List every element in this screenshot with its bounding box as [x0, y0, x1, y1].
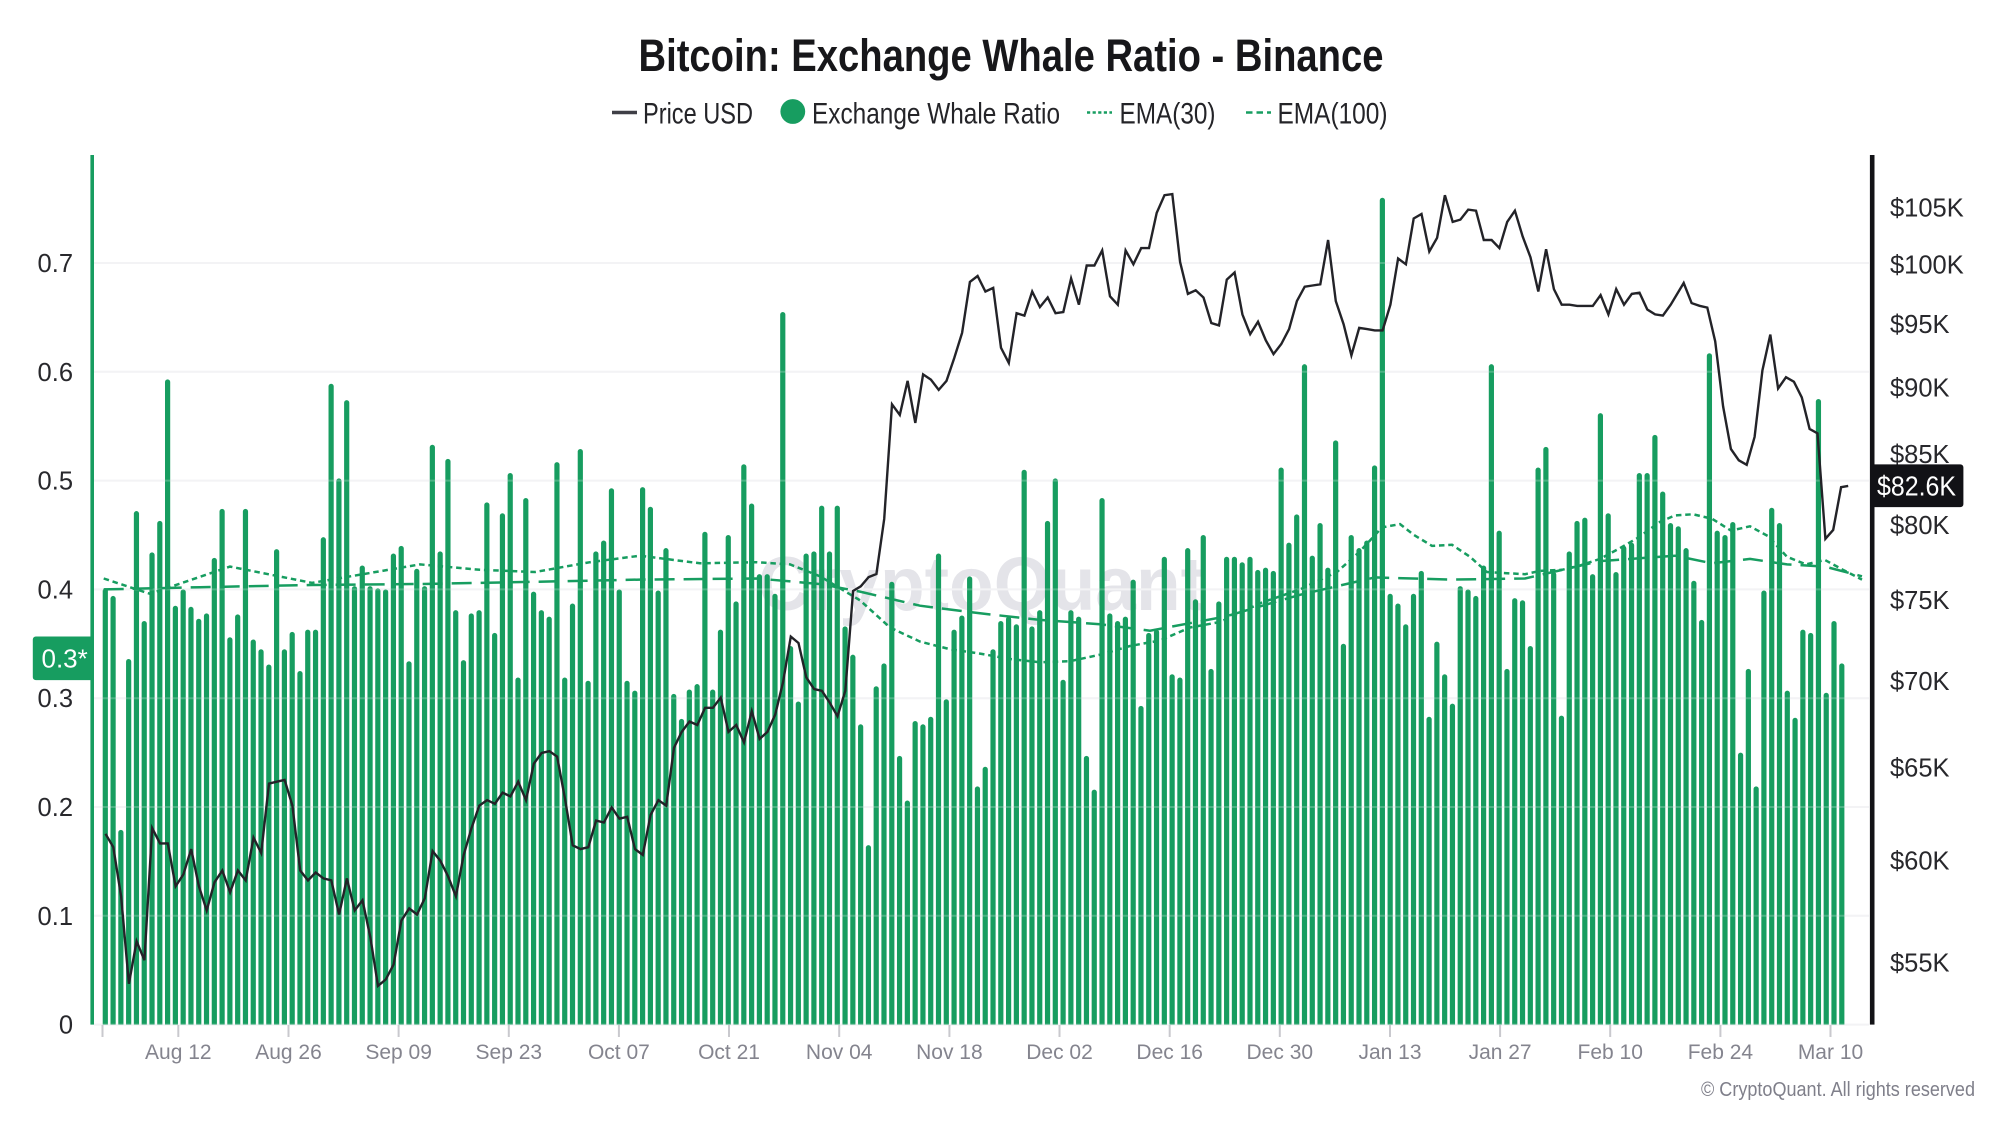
svg-text:Feb 10: Feb 10	[1578, 1041, 1643, 1064]
svg-text:0: 0	[59, 1012, 73, 1040]
svg-text:$95K: $95K	[1890, 311, 1950, 339]
svg-text:Price USD: Price USD	[643, 98, 753, 131]
svg-text:0.3: 0.3	[38, 685, 73, 713]
svg-text:Feb 24: Feb 24	[1688, 1041, 1754, 1064]
svg-text:$70K: $70K	[1890, 668, 1950, 696]
svg-text:Aug 26: Aug 26	[255, 1041, 322, 1064]
svg-text:$65K: $65K	[1890, 754, 1950, 782]
svg-text:Bitcoin: Exchange Whale Ratio: Bitcoin: Exchange Whale Ratio - Binance	[639, 30, 1384, 81]
svg-text:© CryptoQuant. All rights rese: © CryptoQuant. All rights reserved	[1701, 1078, 1975, 1101]
svg-text:0.3*: 0.3*	[42, 644, 88, 674]
svg-text:Exchange Whale Ratio: Exchange Whale Ratio	[812, 98, 1060, 131]
svg-text:Oct 07: Oct 07	[588, 1041, 650, 1064]
svg-text:$60K: $60K	[1890, 848, 1950, 876]
svg-text:$55K: $55K	[1890, 949, 1950, 977]
svg-text:Nov 18: Nov 18	[916, 1041, 983, 1064]
svg-text:$82.6K: $82.6K	[1877, 471, 1956, 502]
svg-text:EMA(100): EMA(100)	[1278, 98, 1388, 131]
svg-text:0.1: 0.1	[38, 903, 73, 931]
svg-text:Sep 23: Sep 23	[476, 1041, 543, 1064]
svg-text:Dec 16: Dec 16	[1136, 1041, 1203, 1064]
svg-text:Mar 10: Mar 10	[1798, 1041, 1863, 1064]
svg-text:$105K: $105K	[1890, 194, 1964, 222]
svg-text:Jan 13: Jan 13	[1358, 1041, 1421, 1064]
svg-text:Dec 02: Dec 02	[1026, 1041, 1093, 1064]
svg-text:$90K: $90K	[1890, 374, 1950, 402]
svg-text:$80K: $80K	[1890, 512, 1950, 540]
svg-text:0.7: 0.7	[38, 250, 73, 278]
svg-text:0.4: 0.4	[38, 576, 73, 604]
svg-text:Jan 27: Jan 27	[1469, 1041, 1532, 1064]
svg-text:0.5: 0.5	[38, 468, 73, 496]
svg-text:Nov 04: Nov 04	[806, 1041, 873, 1064]
svg-text:$100K: $100K	[1890, 251, 1964, 279]
svg-text:0.2: 0.2	[38, 794, 73, 822]
svg-text:$75K: $75K	[1890, 587, 1950, 615]
svg-text:Aug 12: Aug 12	[145, 1041, 212, 1064]
svg-text:Dec 30: Dec 30	[1247, 1041, 1314, 1064]
svg-text:0.6: 0.6	[38, 359, 73, 387]
svg-text:Oct 21: Oct 21	[698, 1041, 760, 1064]
svg-text:Sep 09: Sep 09	[365, 1041, 432, 1064]
svg-text:EMA(30): EMA(30)	[1120, 98, 1216, 131]
